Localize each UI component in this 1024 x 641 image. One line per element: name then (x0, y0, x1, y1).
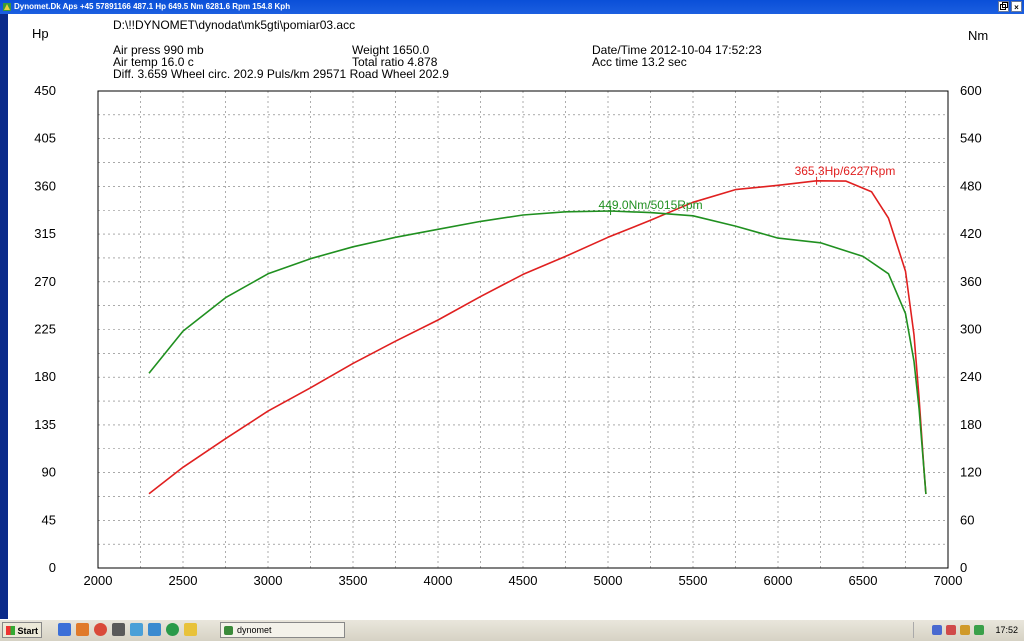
y-left-tick-label: 135 (34, 417, 56, 432)
dynomet-task-icon (224, 626, 233, 635)
plot-frame (97, 90, 949, 569)
dyno-chart: Hp Nm 2000 2500 3000 3500 4000 4500 5000 5500 60… (32, 26, 988, 588)
nm-peak-annotation: 449.0Nm/5015Rpm (599, 198, 703, 212)
security-icon[interactable] (946, 625, 956, 635)
x-tick-label: 6000 (764, 573, 793, 588)
diff-info: Diff. 3.659 Wheel circ. 202.9 Puls/km 29… (113, 67, 449, 81)
desktop-icon[interactable] (58, 623, 71, 636)
x-tick-label: 2500 (169, 573, 198, 588)
explorer-icon[interactable] (130, 623, 143, 636)
window-titlebar: Dynomet.Dk Aps +45 57891166 487.1 Hp 649… (0, 0, 1024, 14)
y-left-tick-label: 450 (34, 83, 56, 98)
system-tray: 17:52 (913, 622, 1024, 638)
y-right-tick-label: 600 (960, 83, 982, 98)
air-press: Air press 990 mb (113, 43, 204, 57)
date-time: Date/Time 2012-10-04 17:52:23 (592, 43, 762, 57)
y-left-tick-label: 90 (42, 465, 56, 480)
notes-icon[interactable] (184, 623, 197, 636)
y-right-tick-label: 120 (960, 465, 982, 480)
taskbar: Start dynomet 17:52 (0, 619, 1024, 641)
total-ratio: Total ratio 4.878 (352, 55, 438, 69)
close-button[interactable]: × (1011, 1, 1022, 12)
globe-icon[interactable] (166, 623, 179, 636)
x-tick-label: 5500 (679, 573, 708, 588)
y-right-tick-label: 180 (960, 417, 982, 432)
hp-peak-annotation: 365.3Hp/6227Rpm (795, 164, 896, 178)
y-right-tick-label: 60 (960, 512, 974, 527)
folder-icon[interactable] (148, 623, 161, 636)
x-tick-label: 2000 (84, 573, 113, 588)
x-tick-label: 5000 (594, 573, 623, 588)
shield-icon[interactable] (974, 625, 984, 635)
x-tick-label: 3000 (254, 573, 283, 588)
y-right-tick-label: 480 (960, 178, 982, 193)
taskbar-item-dynomet[interactable]: dynomet (220, 622, 345, 638)
y-left-axis-label: Hp (32, 26, 49, 41)
y-left-tick-label: 180 (34, 369, 56, 384)
chart-grid (98, 91, 948, 568)
y-left-tick-label: 45 (42, 512, 56, 527)
y-left-tick-label: 225 (34, 322, 56, 337)
x-tick-label: 7000 (934, 573, 963, 588)
restore-button[interactable] (998, 1, 1009, 12)
y-right-tick-label: 540 (960, 131, 982, 146)
y-left-tick-label: 360 (34, 178, 56, 193)
y-right-axis-label: Nm (968, 28, 988, 43)
y-left-tick-label: 315 (34, 226, 56, 241)
air-temp: Air temp 16.0 c (113, 55, 194, 69)
browser-icon[interactable] (94, 623, 107, 636)
left-window-border (0, 14, 8, 619)
tick-labels: 2000 2500 3000 3500 4000 4500 5000 5500 6000 6500… (34, 83, 981, 588)
y-right-tick-label: 300 (960, 322, 982, 337)
power-curve-hp (148, 180, 927, 495)
taskbar-clock: 17:52 (995, 625, 1018, 635)
file-path: D:\!!DYNOMET\dynodat\mk5gti\pomiar03.acc (113, 18, 356, 32)
y-left-tick-label: 405 (34, 131, 56, 146)
acc-time: Acc time 13.2 sec (592, 55, 687, 69)
windows-logo-icon (6, 626, 15, 635)
y-left-tick-label: 0 (49, 560, 56, 575)
y-left-tick-label: 270 (34, 274, 56, 289)
x-tick-label: 4500 (509, 573, 538, 588)
terminal-icon[interactable] (112, 623, 125, 636)
x-tick-label: 3500 (339, 573, 368, 588)
x-tick-label: 6500 (849, 573, 878, 588)
y-right-tick-label: 240 (960, 369, 982, 384)
chart-series (148, 180, 927, 495)
x-tick-label: 4000 (424, 573, 453, 588)
torque-curve-nm (148, 210, 927, 495)
media-icon[interactable] (76, 623, 89, 636)
y-right-tick-label: 360 (960, 274, 982, 289)
start-button[interactable]: Start (2, 622, 42, 638)
network-icon[interactable] (932, 625, 942, 635)
y-right-tick-label: 0 (960, 560, 967, 575)
volume-icon[interactable] (960, 625, 970, 635)
dynomet-app-icon (2, 2, 12, 12)
weight: Weight 1650.0 (352, 43, 430, 57)
y-right-tick-label: 420 (960, 226, 982, 241)
chart-annotations: 365.3Hp/6227Rpm 449.0Nm/5015Rpm (599, 164, 896, 216)
window-title: Dynomet.Dk Aps +45 57891166 487.1 Hp 649… (14, 2, 291, 11)
